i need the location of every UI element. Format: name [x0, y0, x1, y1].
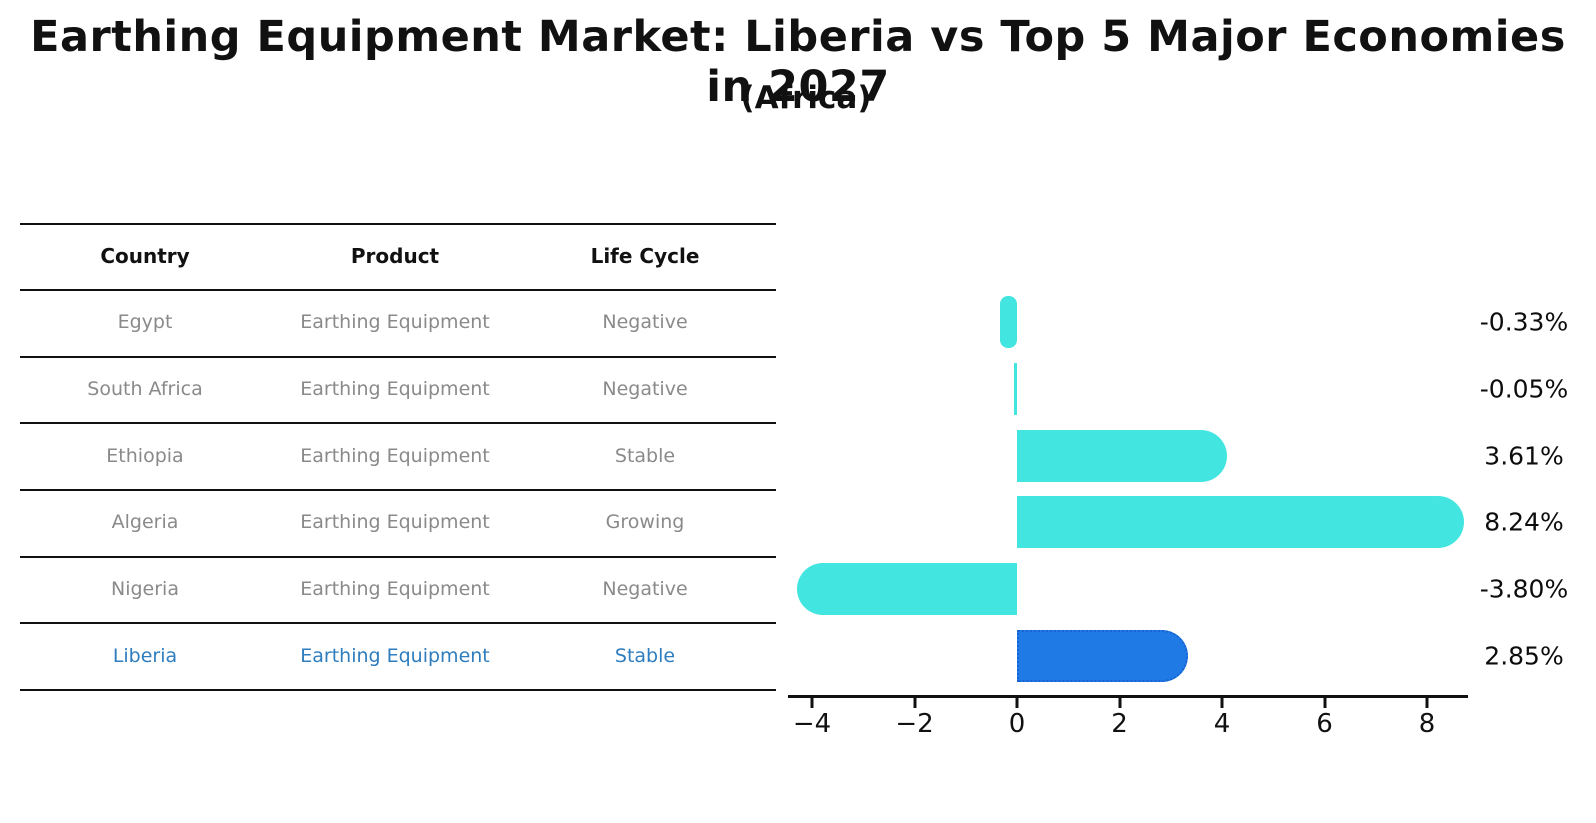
- x-axis-tick--2: [913, 697, 916, 708]
- x-axis-ticklabel-2: 2: [1111, 708, 1128, 739]
- table-cell-product-liberia: Earthing Equipment: [300, 644, 490, 667]
- table-row-divider: [20, 289, 776, 292]
- bar-south-africa: [1014, 363, 1017, 416]
- value-label-nigeria: -3.80%: [1479, 574, 1569, 604]
- table-cell-product-south-africa: Earthing Equipment: [300, 378, 490, 401]
- value-label-liberia: 2.85%: [1484, 641, 1564, 671]
- table-cell-product-algeria: Earthing Equipment: [300, 511, 490, 534]
- x-axis-ticklabel-4: 4: [1213, 708, 1231, 739]
- x-axis-ticklabel-0: 0: [1008, 708, 1026, 739]
- table-row-divider: [20, 689, 776, 692]
- table-cell-product-ethiopia: Earthing Equipment: [300, 444, 490, 467]
- bar-egypt: [1000, 296, 1017, 349]
- table-row-divider: [20, 555, 776, 558]
- value-label-south-africa: -0.05%: [1479, 374, 1569, 404]
- x-axis-tick-4: [1220, 697, 1224, 708]
- x-axis-tick-6: [1323, 697, 1326, 708]
- table-cell-life_cycle-liberia: Stable: [614, 644, 676, 667]
- x-axis-ticklabel--4: −4: [792, 708, 832, 739]
- table-cell-life_cycle-south-africa: Negative: [602, 378, 688, 401]
- table-cell-life_cycle-nigeria: Negative: [602, 578, 688, 601]
- table-cell-country-algeria: Algeria: [111, 511, 179, 534]
- x-axis-tick--4: [810, 697, 814, 708]
- column-header-product: Product: [350, 243, 440, 268]
- table-row-divider: [20, 222, 776, 225]
- table-row-divider: [20, 489, 776, 492]
- x-axis-ticklabel-8: 8: [1418, 708, 1436, 739]
- table-row-divider: [20, 622, 776, 625]
- table-row-divider: [20, 355, 776, 358]
- table-row-divider: [20, 422, 776, 425]
- x-axis-ticklabel--2: −2: [895, 708, 934, 739]
- table-cell-country-nigeria: Nigeria: [111, 578, 179, 601]
- table-cell-country-liberia: Liberia: [112, 644, 178, 667]
- column-header-country: Country: [100, 243, 190, 268]
- bar-nigeria: [797, 563, 1017, 616]
- value-label-egypt: -0.33%: [1479, 307, 1569, 337]
- table-cell-life_cycle-ethiopia: Stable: [614, 444, 676, 467]
- table-cell-country-egypt: Egypt: [117, 311, 173, 334]
- table-cell-product-egypt: Earthing Equipment: [300, 311, 490, 334]
- value-label-ethiopia: 3.61%: [1484, 441, 1564, 471]
- x-axis-tick-8: [1425, 697, 1429, 708]
- value-label-algeria: 8.24%: [1484, 507, 1564, 537]
- table-cell-country-south-africa: South Africa: [87, 378, 203, 401]
- table-cell-life_cycle-algeria: Growing: [605, 511, 685, 534]
- x-axis-ticklabel-6: 6: [1316, 708, 1333, 739]
- x-axis-tick-0: [1015, 697, 1019, 708]
- x-axis-tick-2: [1118, 697, 1121, 708]
- table-cell-life_cycle-egypt: Negative: [602, 311, 688, 334]
- chart-title: Earthing Equipment Market: Liberia vs To…: [30, 12, 1566, 112]
- column-header-life-cycle: Life Cycle: [590, 243, 700, 268]
- x-axis-line: [788, 694, 1468, 698]
- table-cell-country-ethiopia: Ethiopia: [106, 444, 184, 467]
- chart-subtitle: (Africa): [740, 80, 872, 116]
- table-cell-product-nigeria: Earthing Equipment: [300, 578, 490, 601]
- bar-algeria: [1017, 496, 1465, 549]
- bar-liberia: [1017, 629, 1189, 682]
- bar-ethiopia: [1017, 429, 1227, 482]
